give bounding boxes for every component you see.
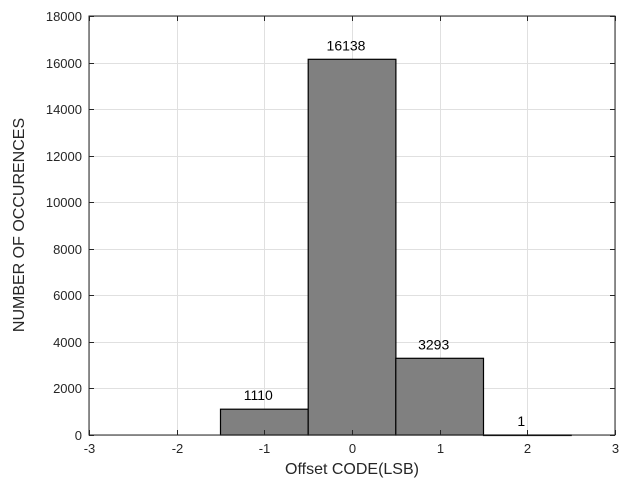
- y-tick-label: 14000: [46, 102, 82, 117]
- x-tick-label: 2: [524, 441, 531, 456]
- x-tick-label: 0: [349, 441, 356, 456]
- y-tick-label: 8000: [53, 242, 82, 257]
- histogram-bar: [307, 58, 397, 436]
- x-tick-labels: -3 -2 -1 0 1 2 3: [84, 441, 619, 456]
- x-tick-label: -2: [172, 441, 184, 456]
- y-tick-label: 4000: [53, 335, 82, 350]
- y-tick-label: 16000: [46, 56, 82, 71]
- bar-value-label: 3293: [418, 336, 449, 352]
- y-tick-labels: 0 2000 4000 6000 8000 10000 12000 14000 16000 180…: [46, 9, 82, 443]
- x-tick-label: -1: [259, 441, 271, 456]
- y-tick-label: 0: [75, 428, 82, 443]
- bar-value-label: 1110: [244, 387, 273, 403]
- bars: [219, 58, 572, 437]
- x-tick-label: -3: [84, 441, 96, 456]
- histogram-bar: [395, 357, 485, 436]
- bar-value-label: 1: [517, 413, 525, 429]
- y-tick-label: 2000: [53, 381, 82, 396]
- y-tick-label: 10000: [46, 195, 82, 210]
- y-axis-title: NUMBER OF OCCURENCES: [11, 118, 28, 332]
- data-labels: 1110 16138 3293 1: [244, 37, 526, 429]
- y-tick-label: 12000: [46, 149, 82, 164]
- tick-marks: [89, 16, 616, 436]
- x-axis-title: Offset CODE(LSB): [285, 461, 419, 478]
- x-tick-label: 3: [612, 441, 619, 456]
- bar-value-label: 16138: [327, 37, 366, 53]
- y-tick-label: 6000: [53, 288, 82, 303]
- y-tick-label: 18000: [46, 9, 82, 24]
- x-tick-label: 1: [437, 441, 444, 456]
